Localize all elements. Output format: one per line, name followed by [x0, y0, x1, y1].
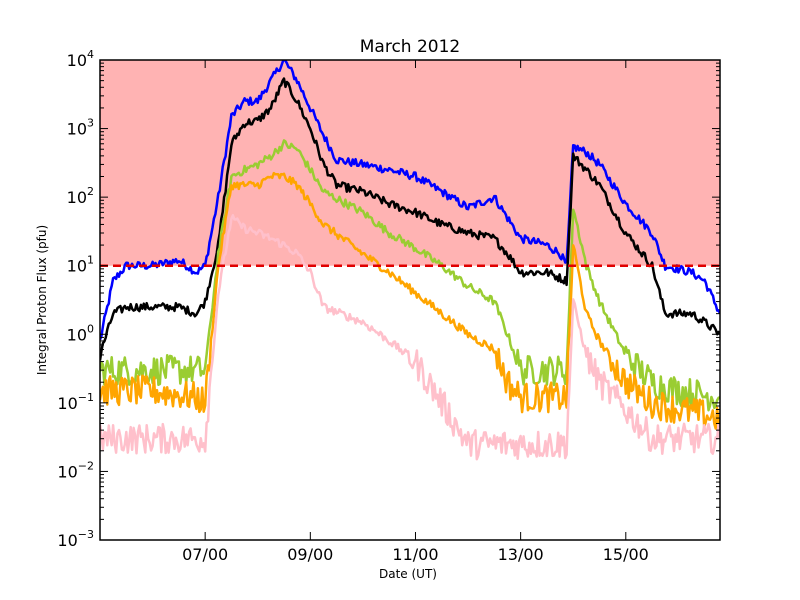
- plot-frame: [99, 59, 721, 541]
- x-tick-label: 07/00: [182, 545, 228, 564]
- series-line-1: [100, 60, 720, 341]
- x-tick-label: 15/00: [603, 545, 649, 564]
- x-tick-label: 13/00: [498, 545, 544, 564]
- series-line-5: [100, 214, 720, 461]
- plot-area: [100, 60, 720, 461]
- alert-region: [100, 60, 720, 266]
- chart-title: March 2012: [360, 37, 461, 57]
- series-line-2: [100, 77, 720, 361]
- y-axis-label: Integral Proton Flux (pfu): [35, 225, 49, 375]
- series-line-3: [100, 139, 720, 412]
- x-axis-label: Date (UT): [379, 567, 437, 581]
- series-line-4: [100, 171, 720, 430]
- x-tick-label: 11/00: [392, 545, 438, 564]
- x-tick-label: 09/00: [287, 545, 333, 564]
